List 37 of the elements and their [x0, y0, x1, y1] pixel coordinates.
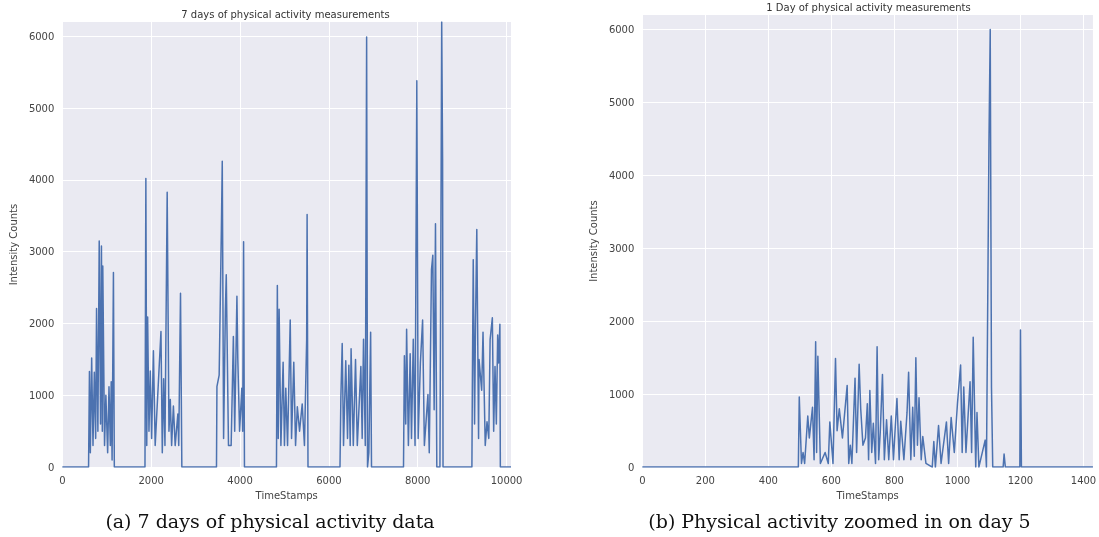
x-tick-label: 10000 — [490, 474, 523, 486]
x-axis-title: TimeStamps — [835, 489, 899, 501]
y-axis-title: Intensity Counts — [7, 203, 19, 286]
x-tick-label: 800 — [884, 474, 904, 486]
x-tick-label: 2000 — [138, 474, 164, 486]
y-tick-label: 3000 — [608, 242, 635, 254]
y-tick-label: 6000 — [28, 30, 55, 42]
x-tick-label: 400 — [758, 474, 778, 486]
line-series — [641, 28, 1094, 468]
y-tick-label: 0 — [627, 461, 635, 473]
x-tick-label: 600 — [821, 474, 841, 486]
y-tick-label: 1000 — [28, 389, 55, 401]
text: (a) 7 days of physical activity data — [104, 510, 436, 532]
x-tick-label: 6000 — [316, 474, 342, 486]
y-tick-label: 1000 — [608, 388, 635, 400]
y-tick-label: 2000 — [28, 318, 55, 330]
x-tick-label: 0 — [639, 474, 646, 486]
x-tick-label: 8000 — [404, 474, 431, 486]
x-tick-label: 4000 — [227, 474, 253, 486]
y-axis-title: Intensity Counts — [587, 200, 599, 282]
x-tick-label: 0 — [59, 474, 66, 486]
x-tick-label: 1000 — [944, 474, 971, 486]
y-tick-label: 6000 — [608, 24, 635, 36]
y-tick-label: 5000 — [28, 102, 55, 114]
y-tick-label: 5000 — [608, 97, 635, 108]
x-axis-title: TimeStamps — [254, 489, 318, 501]
chart-title: 7 days of physical activity measurements — [181, 8, 390, 20]
y-tick-label: 3000 — [28, 246, 55, 258]
y-tick-label: 2000 — [608, 315, 635, 327]
y-tick-label: 0 — [47, 461, 55, 473]
x-tick-label: 200 — [695, 474, 715, 486]
chart-title: 1 Day of physical activity measurements — [766, 1, 971, 13]
x-tick-label: 1200 — [1007, 474, 1034, 486]
x-tick-label: 1400 — [1070, 474, 1097, 486]
text: (b) Physical activity zoomed in on day 5 — [647, 510, 1032, 532]
y-tick-label: 4000 — [28, 174, 55, 186]
y-tick-label: 4000 — [608, 169, 635, 181]
